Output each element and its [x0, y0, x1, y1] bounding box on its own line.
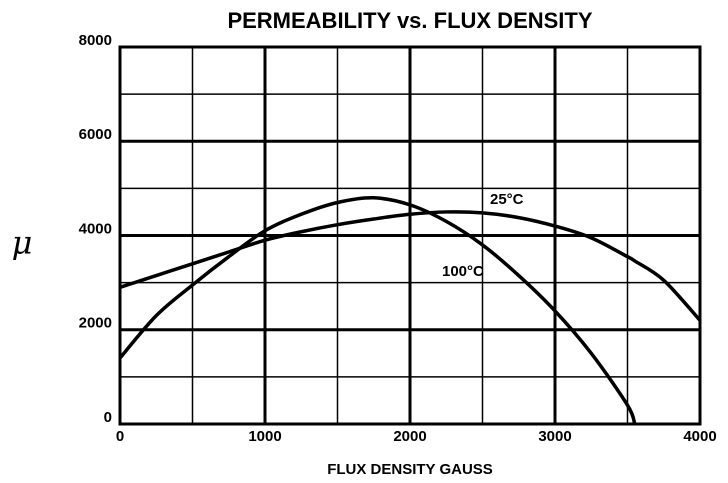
- x-tick-label: 4000: [683, 428, 716, 445]
- y-axis-label: μ: [12, 224, 33, 262]
- y-tick-label: 8000: [79, 32, 112, 49]
- y-tick-label: 2000: [79, 315, 112, 332]
- y-tick-label: 0: [104, 409, 112, 426]
- x-axis-label: FLUX DENSITY GAUSS: [327, 461, 493, 478]
- curve: [118, 196, 637, 425]
- plot-border: [118, 45, 702, 426]
- curve-label: 100°C: [442, 263, 484, 280]
- y-tick-label: 6000: [79, 126, 112, 143]
- x-tick-label: 3000: [538, 428, 571, 445]
- y-tick-label: 4000: [79, 220, 112, 237]
- curve-label: 25°C: [490, 191, 524, 208]
- x-tick-label: 2000: [393, 428, 426, 445]
- chart-title: PERMEABILITY vs. FLUX DENSITY: [227, 8, 592, 33]
- x-tick-label: 1000: [248, 428, 281, 445]
- x-tick-label: 0: [116, 428, 124, 445]
